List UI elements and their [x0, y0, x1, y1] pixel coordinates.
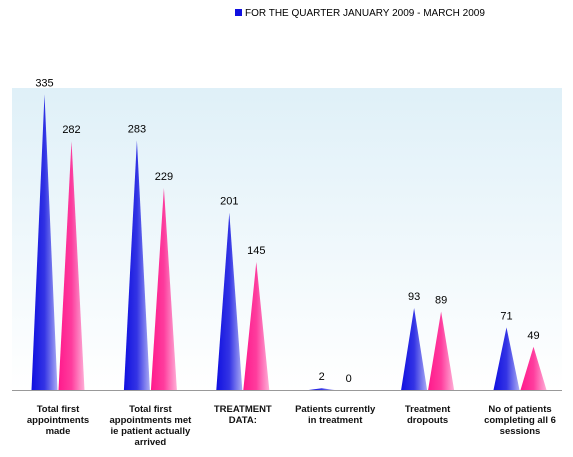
- cone: [401, 307, 428, 390]
- value-label: 0: [346, 373, 352, 385]
- legend-label: FOR THE QUARTER JANUARY 2009 - MARCH 200…: [245, 8, 485, 19]
- value-label: 49: [527, 330, 539, 342]
- cone: [520, 346, 547, 390]
- value-label: 93: [408, 291, 420, 303]
- value-label: 283: [128, 123, 146, 135]
- cone: [308, 388, 335, 390]
- value-label: 335: [35, 77, 53, 89]
- value-label: 229: [155, 171, 173, 183]
- x-tick-label: No of patients completing all 6 sessions: [484, 404, 556, 437]
- legend-swatch: [235, 9, 242, 16]
- x-tick-label: TREATMENT DATA:: [213, 404, 272, 426]
- x-tick-label: Patients currently in treatment: [295, 404, 376, 426]
- value-label: 145: [247, 245, 265, 257]
- cone: [123, 140, 150, 390]
- plot-area: [12, 88, 562, 390]
- x-tick-label: Total first appointments met ie patient …: [109, 404, 192, 448]
- x-tick-label: Treatment dropouts: [404, 404, 451, 426]
- value-label: 89: [435, 294, 447, 306]
- cone: [493, 327, 520, 390]
- value-label: 201: [220, 196, 238, 208]
- cone: [243, 262, 270, 390]
- value-label: 2: [319, 371, 325, 383]
- cone: [31, 94, 58, 390]
- cone: [216, 212, 243, 390]
- cone: [150, 187, 177, 390]
- value-label: 71: [500, 310, 512, 322]
- x-tick-label: Total first appointments made: [26, 404, 90, 437]
- cone: [58, 141, 85, 390]
- value-label: 282: [62, 124, 80, 136]
- cone: [428, 311, 455, 390]
